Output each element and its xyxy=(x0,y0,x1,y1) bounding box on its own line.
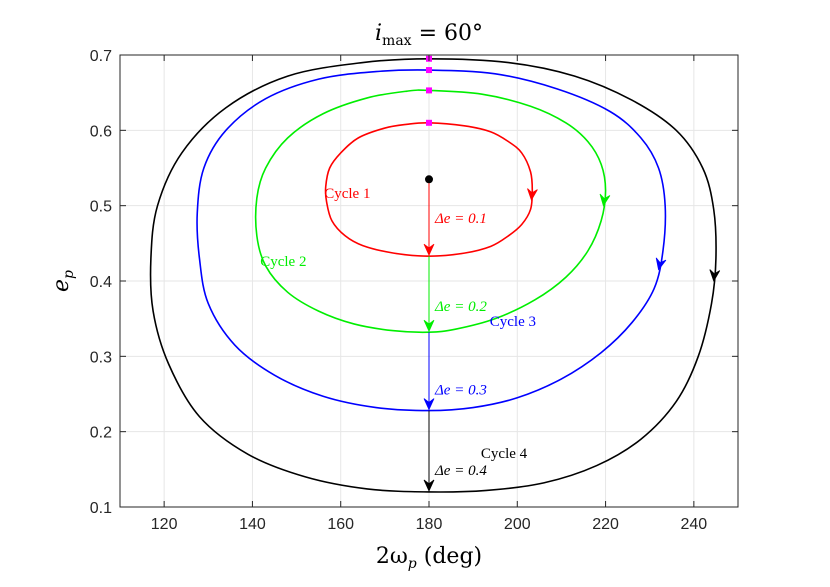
x-tick-label: 160 xyxy=(327,516,354,533)
x-tick-label: 120 xyxy=(151,516,178,533)
direction-arrow xyxy=(527,188,538,201)
direction-arrow xyxy=(599,193,611,207)
start-marker xyxy=(426,119,432,126)
cycle-label: Cycle 3 xyxy=(490,314,536,330)
y-tick-label: 0.4 xyxy=(90,274,112,291)
y-tick-label: 0.1 xyxy=(90,500,112,517)
x-tick-label: 200 xyxy=(504,516,531,533)
delta-arrow-head xyxy=(423,398,435,411)
center-point xyxy=(425,175,433,184)
y-tick-label: 0.6 xyxy=(90,123,112,140)
direction-arrow xyxy=(655,257,667,271)
y-tick-label: 0.7 xyxy=(90,48,112,65)
delta-label: Δe = 0.2 xyxy=(434,299,487,315)
y-axis-label: ep xyxy=(49,270,77,292)
delta-label: Δe = 0.4 xyxy=(434,463,487,479)
delta-arrow-head xyxy=(423,319,435,333)
y-tick-label: 0.2 xyxy=(90,425,112,442)
ticks: 120 140 160 180 200 220 240 0.1 0.2 0.3 0.4 0.5 0.6 0… xyxy=(90,48,738,533)
delta-arrow-head xyxy=(423,243,435,257)
x-tick-label: 220 xyxy=(592,516,619,533)
cycle-label: Cycle 2 xyxy=(260,254,306,270)
delta-label: Δe = 0.3 xyxy=(434,383,487,399)
y-tick-label: 0.3 xyxy=(90,349,112,366)
x-tick-label: 180 xyxy=(416,516,443,533)
y-tick-label: 0.5 xyxy=(90,199,112,216)
delta-arrow-head xyxy=(423,479,435,492)
start-marker xyxy=(426,87,432,94)
x-axis-label: 2ωp (deg) xyxy=(376,544,482,572)
cycle-label: Cycle 4 xyxy=(481,446,528,462)
delta-arrows xyxy=(423,179,435,492)
series-line xyxy=(196,69,667,412)
cycle-label: Cycle 1 xyxy=(324,186,370,202)
chart-title: imax = 60° xyxy=(375,21,483,49)
direction-arrow xyxy=(709,269,721,282)
x-tick-label: 140 xyxy=(239,516,266,533)
delta-label: Δe = 0.1 xyxy=(434,211,487,227)
x-tick-label: 240 xyxy=(681,516,708,533)
start-marker xyxy=(426,67,432,74)
series-line xyxy=(149,57,717,493)
